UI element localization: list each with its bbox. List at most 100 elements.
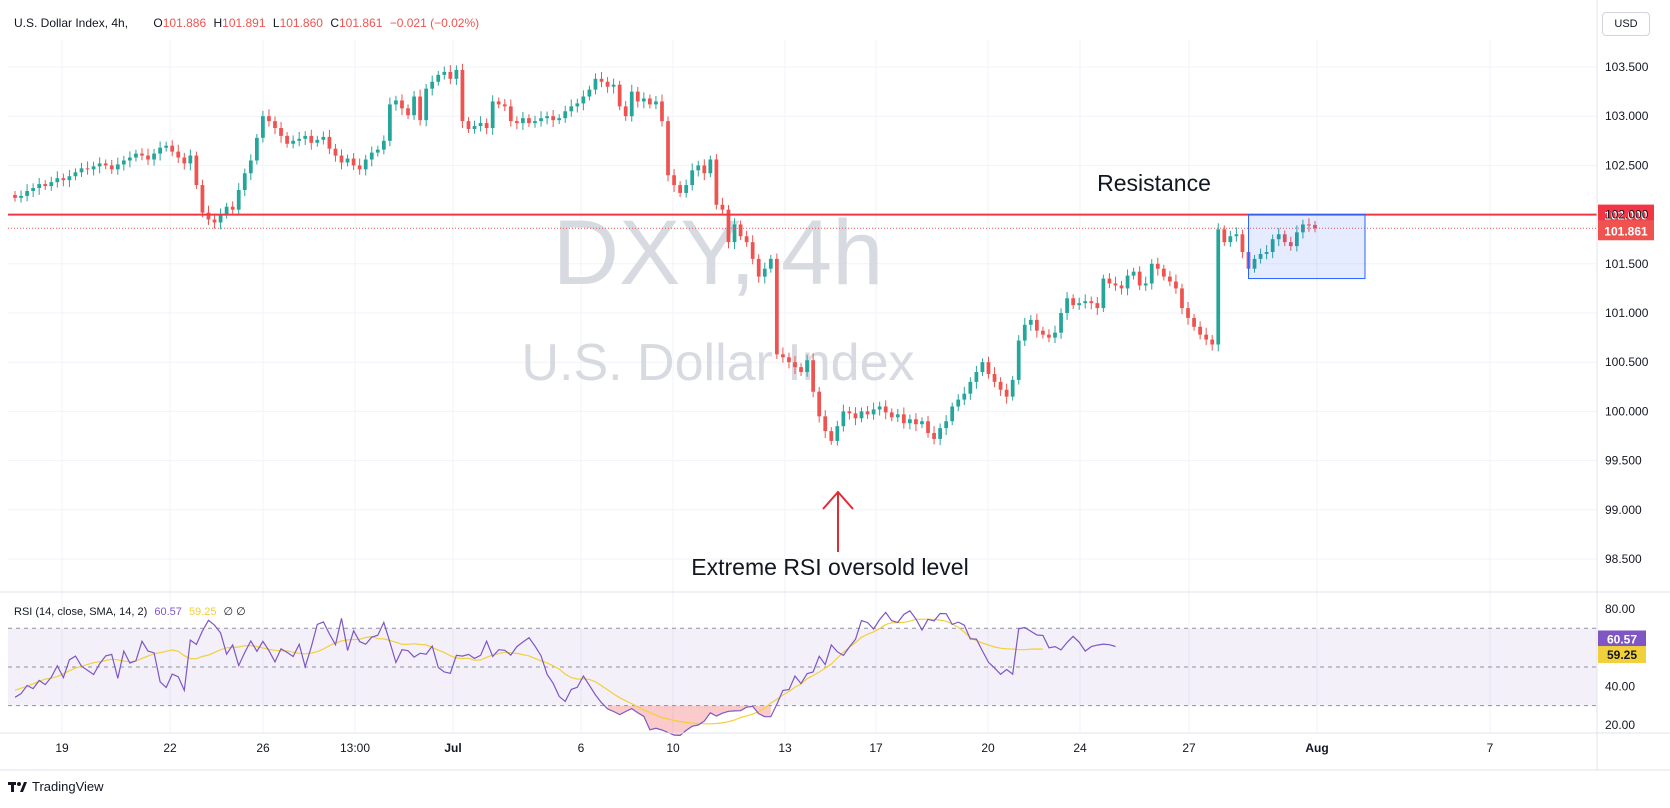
candle-body — [926, 421, 930, 434]
last-price-label-bg — [1598, 220, 1654, 241]
candle-body — [768, 258, 773, 269]
price-tick-label: 99.500 — [1605, 454, 1642, 468]
time-tick-label: 17 — [869, 741, 883, 755]
candle-body — [206, 212, 211, 220]
candle-body — [303, 135, 308, 139]
candle-body — [551, 116, 556, 121]
price-tick-label: 102.500 — [1605, 158, 1649, 172]
candle-body — [1282, 234, 1287, 243]
candle-body — [43, 184, 48, 187]
candle-body — [726, 209, 731, 243]
candle-body — [521, 118, 525, 124]
brand-name: TradingView — [32, 779, 104, 794]
price-tick-label: 101.500 — [1605, 257, 1649, 271]
candle-body — [1240, 234, 1245, 252]
candle-body — [309, 135, 314, 143]
resistance-price-label: 102.000 — [1598, 204, 1654, 225]
candle-body — [545, 116, 549, 119]
candle-body — [1161, 268, 1166, 277]
candle-body — [708, 159, 713, 174]
candle-body — [593, 78, 598, 90]
candle-body — [103, 163, 108, 166]
candle-body — [1216, 229, 1221, 345]
candle-body — [1155, 263, 1160, 269]
candle-body — [375, 149, 380, 153]
candle-body — [230, 206, 235, 210]
resistance-price-label-text: 102.000 — [1604, 209, 1648, 223]
candle-body — [920, 421, 924, 425]
currency-selector[interactable]: USD — [1602, 12, 1650, 36]
candle-body — [599, 78, 604, 82]
candle-body — [774, 258, 779, 355]
legend-close-label: C — [330, 16, 339, 30]
candle-body — [1288, 242, 1293, 247]
price-tick-label: 99.000 — [1605, 503, 1642, 517]
candle-body — [182, 157, 187, 164]
candle-body — [128, 157, 132, 161]
candle-body — [73, 172, 78, 177]
candle-body — [992, 374, 997, 382]
price-tick-label: 101.000 — [1605, 306, 1649, 320]
candle-body — [381, 140, 386, 150]
candle-body — [666, 121, 670, 176]
candle-body — [508, 106, 513, 122]
candle-body — [660, 101, 664, 122]
candle-body — [1222, 229, 1227, 243]
candle-body — [1113, 283, 1118, 286]
time-tick-label: Aug — [1305, 741, 1328, 755]
candle-body — [1004, 389, 1009, 397]
candle-body — [212, 219, 217, 223]
candle-body — [895, 414, 900, 418]
candle-body — [1174, 281, 1178, 289]
candle-body — [539, 118, 543, 122]
candle-body — [152, 153, 156, 160]
candle-body — [696, 165, 701, 171]
candle-body — [466, 121, 471, 129]
rsi-value-label: 60.57 — [1607, 632, 1637, 646]
candle-body — [25, 190, 29, 196]
tradingview-logo-icon — [8, 781, 27, 792]
candle-body — [1180, 288, 1184, 309]
candle-body — [490, 101, 495, 129]
candle-body — [357, 165, 362, 170]
candle-body — [297, 138, 302, 141]
candle-body — [49, 182, 54, 187]
candle-body — [1149, 263, 1154, 284]
candle-body — [224, 206, 229, 215]
candle-body — [1065, 298, 1069, 313]
candle-body — [176, 151, 181, 158]
candle-body — [412, 96, 416, 116]
last-price-label: 101.861 — [1598, 220, 1654, 241]
candle-body — [623, 106, 628, 117]
legend-high: 101.891 — [222, 16, 266, 30]
candle-body — [805, 360, 809, 373]
candle-body — [91, 166, 96, 170]
candle-body — [974, 372, 979, 382]
candle-body — [1192, 317, 1196, 327]
candle-body — [1016, 340, 1021, 380]
candle-body — [13, 194, 17, 198]
candle-body — [134, 153, 138, 158]
candle-body — [684, 185, 689, 193]
candle-body — [738, 224, 743, 237]
candle-body — [273, 121, 277, 129]
candle-body — [67, 176, 72, 181]
resistance-price-label-bg — [1598, 204, 1654, 225]
candle-body — [194, 155, 199, 186]
candle-body — [932, 433, 936, 439]
rsi-legend-value: 60.57 — [154, 606, 182, 618]
candle-body — [79, 168, 84, 173]
candle-body — [678, 185, 682, 193]
candle-body — [188, 155, 193, 164]
candle-body — [321, 136, 326, 140]
candle-body — [158, 147, 162, 154]
rsi-value-label-bg — [1598, 646, 1646, 664]
candle-body — [732, 224, 737, 243]
candle-body — [1095, 303, 1100, 309]
candle-body — [654, 101, 658, 105]
candle-body — [1258, 253, 1263, 259]
candle-body — [883, 406, 888, 413]
candle-body — [236, 190, 241, 210]
candle-body — [1210, 339, 1215, 345]
